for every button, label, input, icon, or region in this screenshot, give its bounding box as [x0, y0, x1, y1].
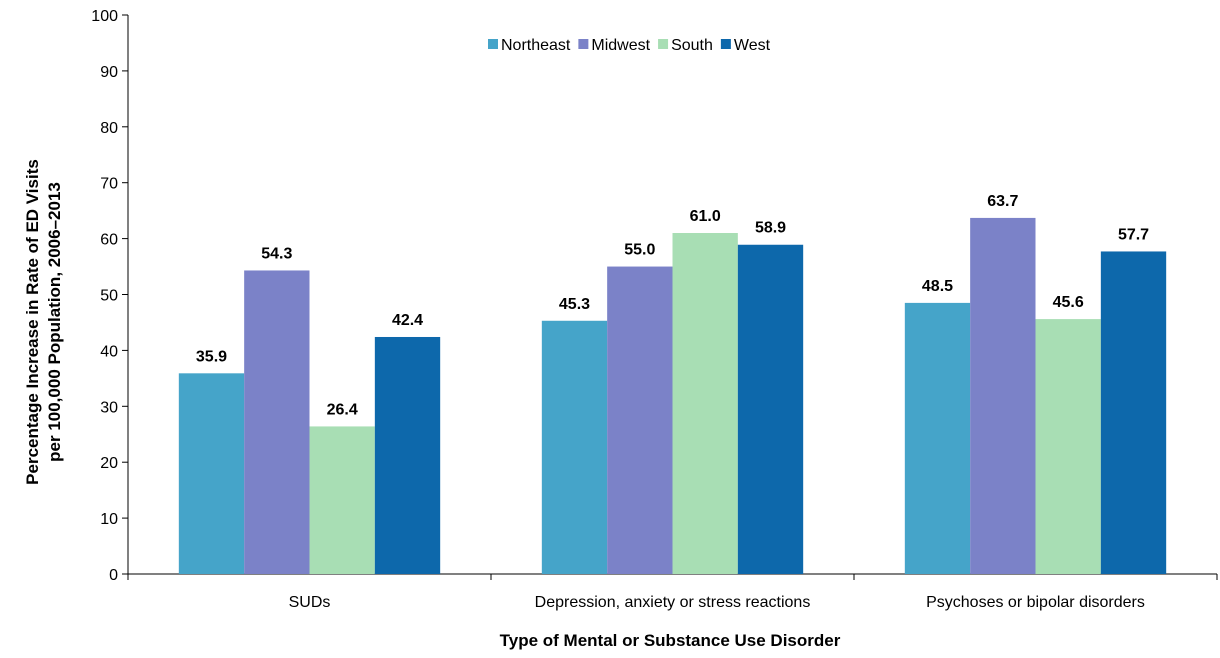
legend-swatch-west — [720, 39, 731, 49]
y-axis-title-line-2: per 100,000 Population, 2006–2013 — [45, 182, 64, 462]
y-tick-label: 80 — [100, 120, 118, 137]
x-tick-label: Depression, anxiety or stress reactions — [535, 594, 811, 611]
bar-midwest — [970, 217, 1036, 575]
data-label: 54.3 — [261, 245, 292, 262]
legend-label-south: South — [671, 37, 713, 54]
data-label: 45.6 — [1053, 294, 1084, 311]
bar-midwest — [607, 266, 673, 574]
data-label: 63.7 — [987, 193, 1018, 210]
bar-west — [1100, 251, 1167, 574]
legend-swatch-south — [658, 39, 669, 49]
y-axis-title-line-1: Percentage Increase in Rate of ED Visits — [23, 159, 42, 485]
y-tick-label: 30 — [100, 399, 118, 416]
legend-swatch-midwest — [578, 39, 589, 49]
y-tick-label: 10 — [100, 511, 118, 528]
legend-label-west: West — [734, 37, 771, 54]
data-label: 35.9 — [196, 348, 227, 365]
data-label: 45.3 — [559, 296, 590, 313]
data-label: 26.4 — [327, 401, 358, 418]
bar-midwest — [244, 270, 310, 574]
data-labels-group: 35.9 45.3 48.5 54.3 55.0 63.7 26.4 61.0 45.6 42.4… — [196, 193, 1149, 419]
x-tick-label: SUDs — [289, 594, 331, 611]
data-label: 61.0 — [690, 208, 721, 225]
x-tick-label: Psychoses or bipolar disorders — [926, 594, 1145, 611]
y-axis-title: Percentage Increase in Rate of ED Visits… — [23, 159, 64, 485]
legend-label-northeast: Northeast — [501, 37, 571, 54]
x-axis: SUDs Depression, anxiety or stress reacti… — [127, 573, 1218, 611]
bar-south — [672, 233, 738, 574]
x-axis-title: Type of Mental or Substance Use Disorder — [500, 631, 841, 650]
bar-south — [1035, 319, 1101, 574]
bar-west — [737, 244, 804, 574]
legend-label-midwest: Midwest — [591, 37, 650, 54]
y-tick-label: 50 — [100, 288, 118, 305]
bar-northeast — [541, 320, 608, 574]
data-label: 42.4 — [392, 312, 423, 329]
y-tick-label: 70 — [100, 176, 118, 193]
y-tick-label: 60 — [100, 232, 118, 249]
legend: Northeast Midwest South West — [488, 37, 771, 54]
y-tick-label: 90 — [100, 64, 118, 81]
y-tick-label: 100 — [91, 8, 118, 25]
bar-west — [374, 336, 441, 574]
y-tick-label: 40 — [100, 343, 118, 360]
legend-swatch-northeast — [488, 39, 498, 49]
y-tick-label: 20 — [100, 455, 118, 472]
data-label: 58.9 — [755, 220, 786, 237]
y-tick-label: 0 — [109, 567, 118, 584]
bar-northeast — [178, 373, 245, 574]
data-label: 57.7 — [1118, 226, 1149, 243]
data-label: 55.0 — [624, 242, 655, 259]
y-axis: 0 10 20 30 40 50 60 70 80 90 100 — [91, 8, 129, 584]
bars-group — [178, 217, 1167, 575]
bar-south — [309, 426, 375, 574]
data-label: 48.5 — [922, 278, 953, 295]
bar-northeast — [904, 302, 971, 574]
